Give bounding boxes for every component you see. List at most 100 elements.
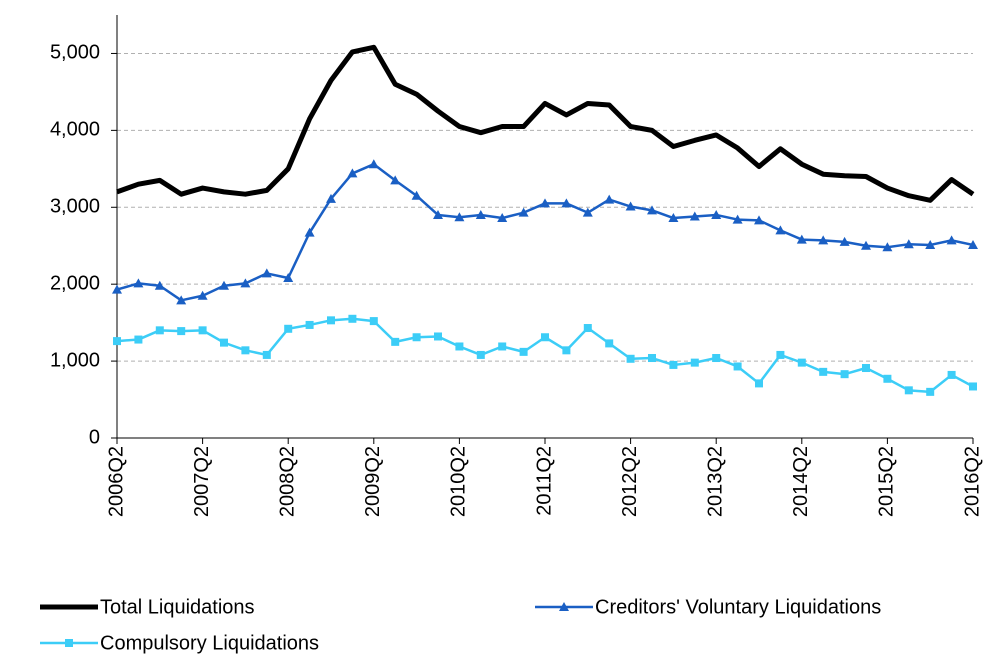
- marker: [754, 215, 764, 225]
- marker: [968, 239, 978, 249]
- marker: [583, 324, 592, 333]
- marker: [220, 338, 228, 347]
- marker: [198, 326, 207, 335]
- legend-label: Total Liquidations: [100, 596, 255, 618]
- marker: [348, 314, 357, 323]
- marker: [625, 201, 636, 211]
- x-tick-label: 2010Q2: [448, 446, 470, 517]
- legend-label: Creditors' Voluntary Liquidations: [595, 596, 881, 618]
- y-tick-label: 0: [89, 426, 100, 448]
- marker: [925, 239, 936, 249]
- marker: [475, 209, 486, 219]
- marker: [305, 320, 314, 329]
- marker: [839, 236, 850, 246]
- marker: [518, 207, 529, 217]
- marker: [347, 168, 358, 178]
- x-tick-label: 2007Q2: [191, 446, 213, 517]
- marker: [134, 335, 143, 344]
- series-line: [116, 44, 975, 203]
- marker: [732, 214, 743, 224]
- marker: [540, 198, 550, 208]
- marker: [926, 387, 935, 396]
- marker: [861, 240, 871, 250]
- marker: [689, 211, 700, 221]
- y-tick-label: 1,000: [50, 349, 100, 371]
- marker: [818, 235, 829, 245]
- y-tick-label: 4,000: [50, 119, 100, 141]
- x-tick-label: 2013Q2: [704, 446, 726, 517]
- marker: [455, 342, 464, 351]
- marker: [391, 337, 400, 346]
- marker: [604, 194, 615, 204]
- marker: [904, 386, 913, 395]
- legend-label: Compulsory Liquidations: [100, 632, 319, 654]
- marker: [412, 333, 421, 342]
- x-tick-label: 2015Q2: [876, 446, 898, 517]
- marker: [947, 370, 956, 379]
- marker: [882, 242, 893, 252]
- marker: [862, 364, 870, 373]
- marker: [775, 225, 786, 235]
- x-tick-label: 2012Q2: [619, 446, 641, 517]
- y-tick-label: 5,000: [50, 42, 100, 64]
- y-tick-label: 2,000: [50, 272, 100, 294]
- marker: [711, 209, 722, 219]
- marker: [113, 337, 121, 346]
- marker: [903, 239, 914, 249]
- y-tick-label: 3,000: [50, 196, 100, 218]
- marker: [197, 290, 208, 300]
- marker: [776, 350, 785, 359]
- marker: [669, 360, 678, 369]
- marker: [561, 198, 572, 208]
- marker: [647, 205, 657, 215]
- marker: [112, 284, 122, 294]
- x-tick-label: 2014Q2: [790, 446, 812, 517]
- marker: [626, 354, 635, 363]
- marker: [240, 278, 251, 288]
- x-tick-label: 2009Q2: [362, 446, 384, 517]
- marker: [411, 190, 422, 200]
- marker: [177, 327, 186, 336]
- marker: [155, 326, 164, 335]
- marker: [605, 339, 614, 348]
- marker: [369, 317, 378, 326]
- marker: [390, 175, 401, 185]
- marker: [582, 207, 593, 217]
- marker: [497, 213, 508, 223]
- marker: [219, 280, 229, 290]
- marker: [283, 273, 294, 283]
- marker: [241, 346, 250, 355]
- marker: [733, 362, 742, 371]
- marker: [840, 370, 849, 379]
- marker: [434, 332, 442, 341]
- x-tick-label: 2016Q2: [961, 446, 983, 517]
- marker: [304, 227, 315, 237]
- x-tick-label: 2008Q2: [276, 446, 298, 517]
- marker: [154, 280, 165, 290]
- x-tick-label: 2006Q2: [105, 446, 127, 517]
- marker: [559, 602, 569, 611]
- series-line: [116, 317, 974, 394]
- marker: [433, 209, 443, 219]
- marker: [755, 379, 763, 388]
- marker: [668, 213, 679, 223]
- marker: [797, 358, 806, 367]
- marker: [133, 278, 144, 288]
- marker: [541, 333, 549, 342]
- marker: [176, 295, 187, 305]
- marker: [690, 358, 699, 367]
- marker: [648, 354, 656, 363]
- marker: [65, 639, 73, 647]
- marker: [454, 212, 465, 222]
- marker: [326, 193, 336, 203]
- marker: [261, 268, 272, 278]
- marker: [498, 342, 507, 351]
- marker: [519, 347, 528, 356]
- marker: [946, 235, 957, 245]
- marker: [819, 367, 828, 376]
- marker: [712, 354, 721, 363]
- marker: [562, 346, 571, 355]
- marker: [883, 374, 892, 383]
- x-tick-label: 2011Q2: [533, 446, 555, 516]
- marker: [262, 350, 271, 359]
